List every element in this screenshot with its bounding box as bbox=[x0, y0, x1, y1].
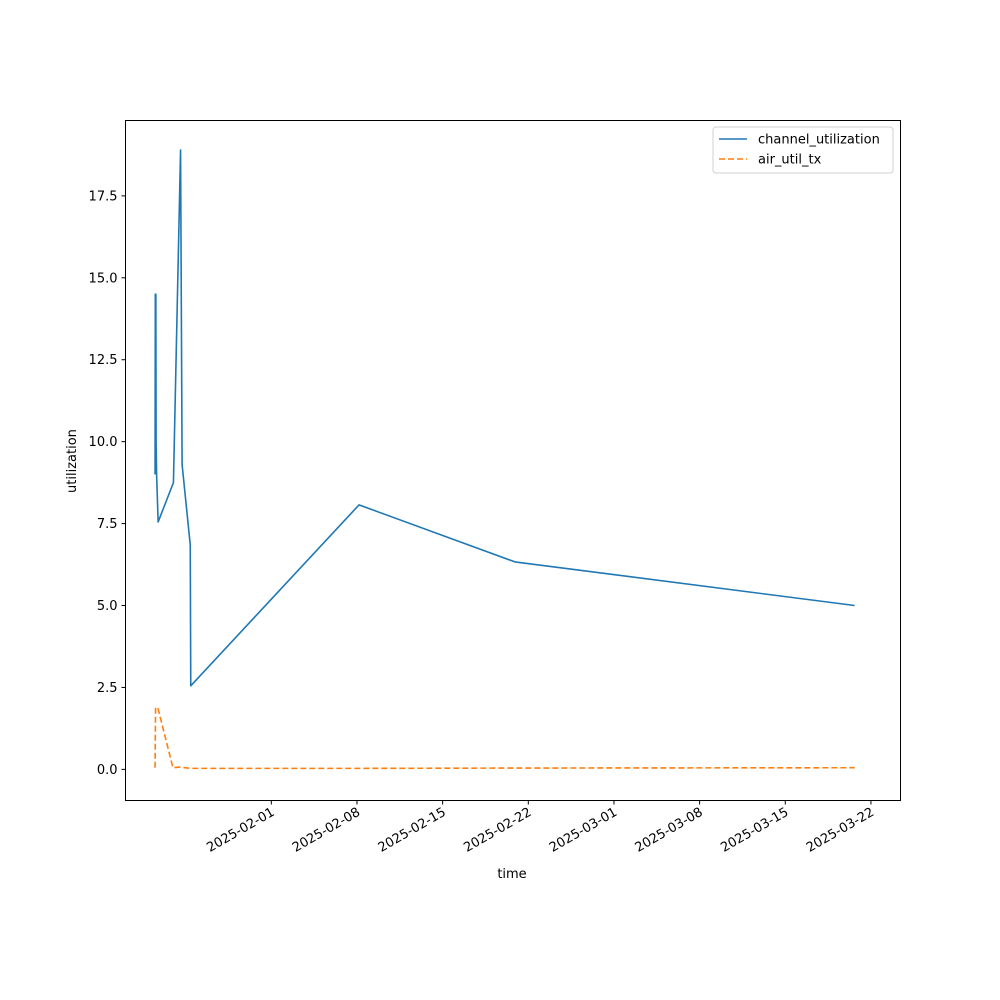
y-axis: 0.0 2.5 5.0 7.5 10.0 12.5 15.0 17.5 bbox=[89, 189, 126, 778]
x-tick-label: 2025-02-01 bbox=[204, 805, 277, 856]
legend-label: air_util_tx bbox=[758, 153, 822, 168]
x-tick-label: 2025-02-15 bbox=[376, 805, 449, 856]
series-line-air-util-tx bbox=[154, 706, 855, 770]
x-tick-label: 2025-02-08 bbox=[290, 805, 363, 856]
legend-box bbox=[712, 126, 894, 174]
y-tick-label: 15.0 bbox=[89, 271, 118, 286]
y-tick-label: 12.5 bbox=[89, 353, 118, 368]
x-tick-label: 2025-02-22 bbox=[461, 805, 534, 856]
y-axis-label: utilization bbox=[65, 429, 80, 493]
x-tick-label: 2025-03-01 bbox=[547, 805, 620, 856]
plot-frame bbox=[125, 120, 901, 801]
y-tick-label: 0.0 bbox=[97, 763, 118, 778]
y-tick-label: 2.5 bbox=[97, 681, 118, 696]
x-tick-label: 2025-03-15 bbox=[718, 805, 791, 856]
x-axis: 2025-02-01 2025-02-08 2025-02-15 2025-02-22… bbox=[204, 800, 877, 856]
y-tick-label: 10.0 bbox=[89, 435, 118, 450]
x-tick-label: 2025-03-22 bbox=[804, 805, 877, 856]
y-tick-label: 17.5 bbox=[89, 189, 118, 204]
x-axis-label: time bbox=[497, 867, 526, 882]
series-line-channel-utilization bbox=[154, 149, 855, 687]
legend-label: channel_utilization bbox=[758, 133, 880, 148]
series-layer bbox=[154, 149, 855, 770]
y-tick-label: 7.5 bbox=[97, 517, 118, 532]
y-tick-label: 5.0 bbox=[97, 599, 118, 614]
x-tick-label: 2025-03-08 bbox=[633, 805, 706, 856]
legend: channel_utilization air_util_tx bbox=[712, 126, 894, 174]
